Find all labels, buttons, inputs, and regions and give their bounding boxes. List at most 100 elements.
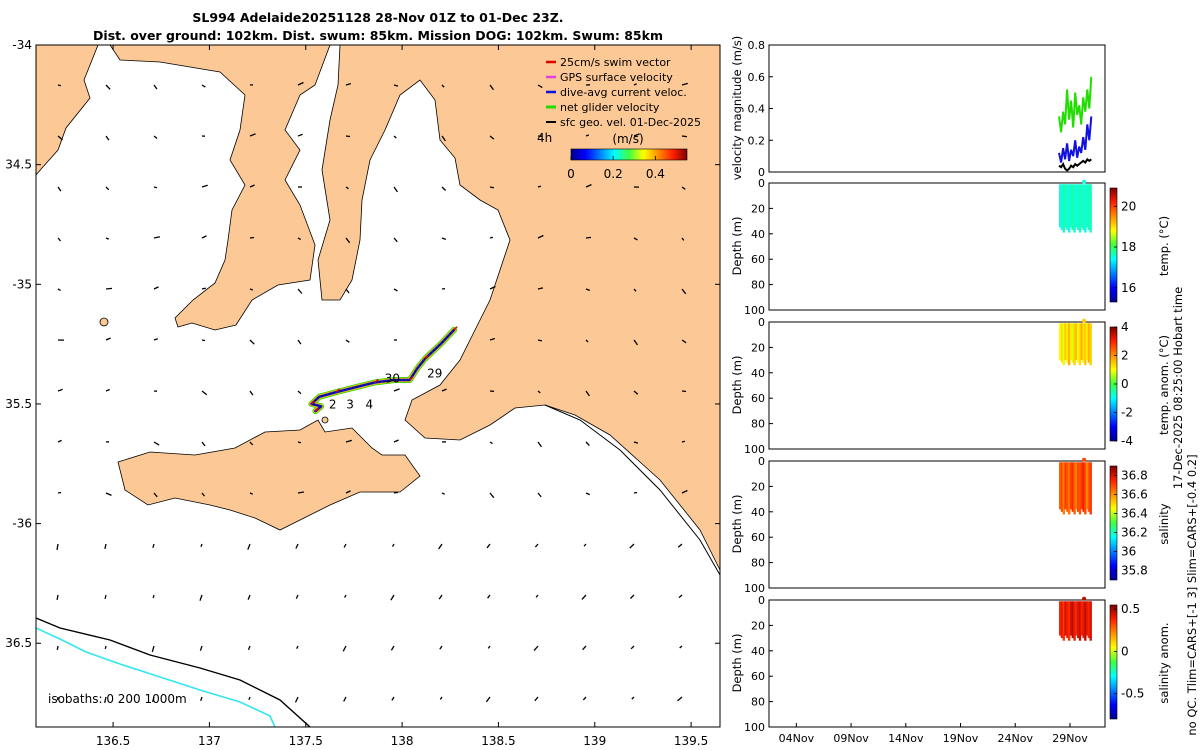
geo-velocity-arrow (537, 492, 542, 498)
geo-velocity-arrow (343, 696, 347, 702)
colorbar-tick-label: -4 (1121, 434, 1133, 448)
geo-velocity-arrow (249, 492, 253, 495)
geo-velocity-arrow (677, 696, 683, 702)
geo-velocity-arrow (201, 441, 206, 447)
profile-cast (1066, 462, 1069, 512)
colorbar-tick-label: 0.5 (1121, 602, 1140, 616)
geo-velocity-arrow (391, 696, 395, 701)
glider-track (308, 326, 458, 415)
profile-cast (1085, 323, 1089, 361)
surface-sample (1082, 179, 1087, 184)
geo-velocity-arrow (297, 339, 302, 345)
geo-velocity-arrow (534, 543, 539, 548)
colorbar-tick-label: 16 (1121, 281, 1136, 295)
swim-vector (310, 400, 316, 405)
geo-velocity-arrow (105, 287, 113, 290)
geo-velocity-arrow (629, 594, 635, 599)
profile-cast (1066, 323, 1069, 363)
geo-velocity-arrow (297, 491, 305, 494)
geo-velocity-arrow (393, 135, 397, 139)
y-tick-label: 0 (758, 177, 765, 190)
geo-velocity-arrow (153, 286, 159, 290)
geo-velocity-arrow (153, 84, 158, 90)
geo-velocity-arrow (151, 645, 155, 652)
y-tick-label: 80 (751, 418, 765, 431)
velocity-y-ticks: 0 0.2 0.4 0.6 0.8 (748, 39, 773, 179)
geo-velocity-arrow (585, 441, 590, 447)
y-tick-label: -35 (12, 277, 32, 291)
profile-cast (1082, 184, 1085, 230)
y-tick-label: 100 (744, 443, 765, 456)
geo-velocity-arrow (56, 543, 59, 551)
colorbar-tick-label: 35.8 (1121, 564, 1148, 578)
geo-velocity-arrow (583, 543, 587, 547)
colorbar-label: salinity anom. (1157, 622, 1171, 703)
colorbar-tick-label: 36.8 (1121, 469, 1148, 483)
time-tick-label: 24Nov (998, 732, 1034, 745)
profile-cast (1080, 462, 1083, 510)
geo-velocity-arrow (681, 186, 686, 190)
surface-sample (1082, 318, 1087, 323)
panel-ylabel: Depth (m) (730, 634, 744, 693)
geo-velocity-arrow (201, 287, 207, 290)
profile-cast (1073, 462, 1076, 515)
y-tick-label: 100 (744, 582, 765, 595)
y-tick-label: 35.5 (5, 397, 32, 411)
geo-velocity-arrow (152, 543, 155, 548)
geo-velocity-arrow (439, 645, 443, 650)
map-colorbar (570, 148, 688, 161)
profile-cast (1069, 601, 1073, 636)
geo-velocity-arrow (489, 337, 495, 341)
profile-cast (1084, 462, 1087, 515)
track-line (310, 329, 455, 412)
y-tick-label: 60 (751, 531, 765, 544)
geo-velocity-arrow (153, 236, 161, 239)
y-tick-label: 0.6 (748, 71, 766, 84)
geo-velocity-arrow (201, 339, 206, 342)
profile-cast (1085, 601, 1089, 636)
day-label: 3 (346, 398, 354, 412)
geo-velocity-arrow (681, 288, 687, 295)
geo-velocity-arrow (393, 491, 399, 494)
y-tick-label: 60 (751, 253, 765, 266)
geo-velocity-arrow (681, 440, 686, 443)
geo-velocity-arrow (629, 543, 635, 549)
profile-cast (1062, 184, 1065, 233)
geo-velocity-arrow (297, 390, 302, 395)
geo-velocity-arrow (57, 237, 62, 242)
y-tick-label: 0 (758, 455, 765, 468)
y-tick-label: -34 (12, 38, 32, 52)
panel-axes (768, 599, 1106, 728)
geo-velocity-arrow (537, 287, 544, 290)
swim-vector (336, 388, 341, 393)
geo-velocity-arrow (489, 84, 495, 91)
geo-velocity-arrow (105, 84, 111, 90)
velocity-axes (768, 44, 1106, 173)
profile-cast (1059, 601, 1062, 636)
geo-velocity-arrow (201, 84, 206, 88)
geo-velocity-arrow (249, 339, 255, 345)
legend-label: sfc geo. vel. 01-Dec-2025 (560, 116, 701, 129)
geo-velocity-arrow (537, 390, 541, 394)
geo-velocity-arrow (441, 492, 445, 495)
geo-velocity-arrow (201, 235, 207, 239)
profile-cast (1068, 601, 1071, 641)
geo-velocity-arrow (297, 237, 301, 240)
swim-vector (314, 407, 319, 412)
colorbar-tick-label: 0 (1121, 377, 1129, 391)
profile-cast (1087, 323, 1091, 363)
x-tick-label: 137 (198, 734, 221, 748)
panel-ylabel: Depth (m) (730, 217, 744, 276)
geo-velocity-arrow (486, 543, 491, 549)
swim-vector (453, 326, 458, 331)
geo-velocity-arrow (681, 390, 687, 393)
profile-cast (1078, 462, 1082, 515)
profile-cast (1062, 462, 1065, 515)
profile-cast (1069, 323, 1073, 361)
geo-velocity-arrow (681, 82, 688, 86)
title-line-2: Dist. over ground: 102km. Dist. swum: 85… (93, 28, 663, 43)
profile-cast (1085, 184, 1089, 228)
geo-velocity-arrow (441, 135, 446, 142)
profile-cast (1066, 601, 1069, 639)
profile-cast (1089, 323, 1092, 366)
